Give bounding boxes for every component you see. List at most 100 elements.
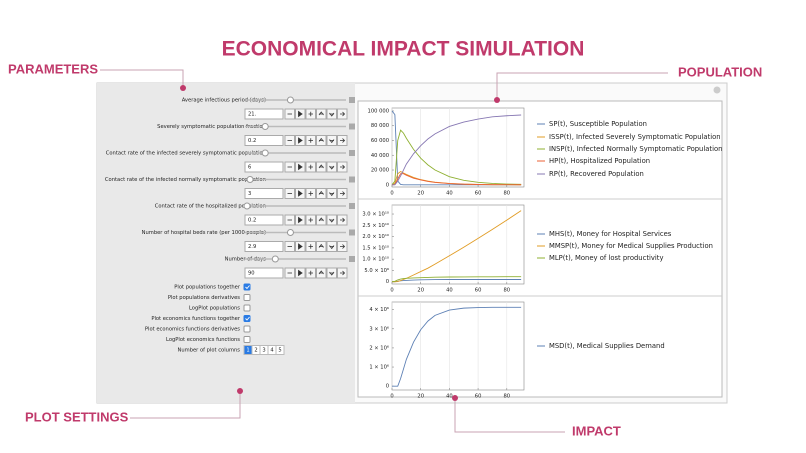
y-tick-label: 0 bbox=[386, 182, 389, 188]
y-tick-label: 1.5 × 10¹⁰ bbox=[362, 245, 389, 251]
series-line bbox=[391, 173, 522, 186]
value-input[interactable] bbox=[244, 267, 284, 279]
y-tick-label: 2.5 × 10¹⁰ bbox=[362, 223, 389, 229]
button-icon bbox=[318, 111, 324, 116]
expand-button[interactable] bbox=[349, 203, 355, 209]
slider-thumb[interactable] bbox=[243, 202, 251, 210]
checkbox-label: Plot economics functions derivatives bbox=[145, 327, 240, 333]
y-tick-label: 2 × 10⁶ bbox=[369, 345, 389, 351]
plots-panel bbox=[357, 100, 723, 398]
button-icon bbox=[298, 216, 303, 224]
setbar-label: Number of plot columns bbox=[177, 348, 240, 354]
button-icon bbox=[308, 244, 313, 249]
checkbox[interactable] bbox=[243, 304, 251, 312]
parameter-label: Contact rate of the hospitalized populat… bbox=[155, 204, 266, 210]
legend-label: SP(t), Susceptible Population bbox=[549, 120, 647, 128]
callout: PARAMETERS bbox=[8, 61, 98, 76]
callout: POPULATION bbox=[678, 64, 762, 79]
y-tick-label: 4 × 10⁶ bbox=[369, 307, 389, 313]
legend-label: INSP(t), Infected Normally Symptomatic P… bbox=[549, 145, 722, 153]
column-option[interactable] bbox=[275, 345, 285, 355]
button-icon bbox=[318, 243, 324, 248]
parameter-label: Contact rate of the infected normally sy… bbox=[105, 177, 266, 183]
column-option-label: 3 bbox=[262, 348, 265, 354]
value-input[interactable] bbox=[244, 214, 284, 226]
button-icon bbox=[298, 190, 303, 197]
expand-button[interactable] bbox=[349, 123, 355, 130]
parameter-label: Severely symptomatic population fraction bbox=[157, 124, 266, 130]
legend-label: MHS(t), Money for Hospital Services bbox=[549, 230, 672, 238]
checkbox[interactable] bbox=[243, 336, 251, 343]
parameter-label: Number of hospital beds rate (per 1000 p… bbox=[142, 230, 266, 236]
value-text: 90 bbox=[248, 271, 255, 277]
button-icon bbox=[340, 217, 346, 223]
series-line bbox=[392, 210, 522, 283]
button-icon bbox=[329, 112, 335, 117]
button-icon bbox=[318, 137, 324, 142]
button-icon bbox=[329, 271, 335, 276]
checkbox[interactable] bbox=[243, 315, 251, 322]
button-icon bbox=[318, 270, 324, 275]
value-input[interactable] bbox=[244, 108, 284, 120]
button-icon bbox=[340, 244, 346, 249]
value-input[interactable] bbox=[244, 161, 284, 173]
x-tick-label: 0 bbox=[390, 394, 393, 400]
slider-thumb[interactable] bbox=[271, 255, 279, 263]
checkbox-label: Plot populations derivatives bbox=[168, 295, 240, 301]
x-tick-label: 60 bbox=[475, 191, 482, 197]
x-tick-label: 40 bbox=[446, 288, 453, 294]
button-icon bbox=[308, 270, 313, 276]
value-input[interactable] bbox=[244, 241, 284, 252]
expand-button[interactable] bbox=[349, 229, 355, 236]
checkbox[interactable] bbox=[243, 294, 251, 301]
button-icon bbox=[329, 192, 335, 197]
checkbox[interactable] bbox=[243, 283, 251, 291]
button-icon bbox=[298, 269, 303, 277]
value-input[interactable] bbox=[244, 135, 284, 146]
expand-button[interactable] bbox=[349, 176, 355, 183]
checkbox-label: Plot economics functions together bbox=[151, 316, 241, 322]
series-line bbox=[391, 276, 522, 283]
value-input[interactable] bbox=[244, 188, 284, 199]
checkbox-label: LogPlot economics functions bbox=[166, 337, 240, 343]
y-tick-label: 80 000 bbox=[371, 123, 389, 129]
slider-thumb[interactable] bbox=[286, 229, 294, 236]
value-text: 0.2 bbox=[248, 218, 256, 224]
button-icon bbox=[340, 138, 346, 143]
slider-thumb[interactable] bbox=[261, 123, 269, 130]
y-tick-label: 40 000 bbox=[371, 153, 389, 159]
button-icon bbox=[318, 190, 324, 195]
y-tick-label: 0 bbox=[386, 279, 389, 285]
legend-label: MSD(t), Medical Supplies Demand bbox=[549, 342, 665, 350]
slider-thumb[interactable] bbox=[261, 149, 269, 157]
x-tick-label: 20 bbox=[417, 191, 424, 197]
expand-button[interactable] bbox=[349, 256, 355, 262]
close-button[interactable] bbox=[713, 86, 721, 94]
slider-thumb[interactable] bbox=[286, 96, 294, 104]
check-mark bbox=[245, 316, 250, 321]
expand-button[interactable] bbox=[349, 97, 355, 103]
callout-dots bbox=[180, 85, 500, 401]
checkbox-label: Plot populations together bbox=[174, 285, 241, 291]
legend-label: ISSP(t), Infected Severely Symptomatic P… bbox=[549, 133, 721, 141]
x-tick-label: 40 bbox=[446, 394, 453, 400]
button-icon bbox=[308, 191, 313, 196]
value-text: 6 bbox=[248, 165, 251, 171]
y-tick-label: 5.0 × 10⁹ bbox=[364, 268, 389, 274]
button-icon bbox=[340, 111, 346, 117]
parameter-label: Average infectious period (days) bbox=[182, 98, 266, 104]
x-tick-label: 60 bbox=[475, 288, 482, 294]
expand-button[interactable] bbox=[349, 150, 355, 156]
value-text: 21. bbox=[248, 112, 257, 118]
legend-label: MMSP(t), Money for Medical Supplies Prod… bbox=[549, 242, 713, 250]
y-tick-label: 3.0 × 10¹⁰ bbox=[362, 212, 389, 218]
button-icon bbox=[329, 245, 335, 250]
y-tick-label: 3 × 10⁶ bbox=[369, 326, 389, 332]
y-tick-label: 1.0 × 10¹⁰ bbox=[362, 257, 389, 263]
button-icon bbox=[329, 218, 335, 223]
slider-thumb[interactable] bbox=[246, 176, 254, 183]
callout-lines bbox=[100, 69, 668, 433]
checkbox[interactable] bbox=[243, 325, 251, 333]
legend-label: HP(t), Hospitalized Population bbox=[549, 157, 650, 165]
